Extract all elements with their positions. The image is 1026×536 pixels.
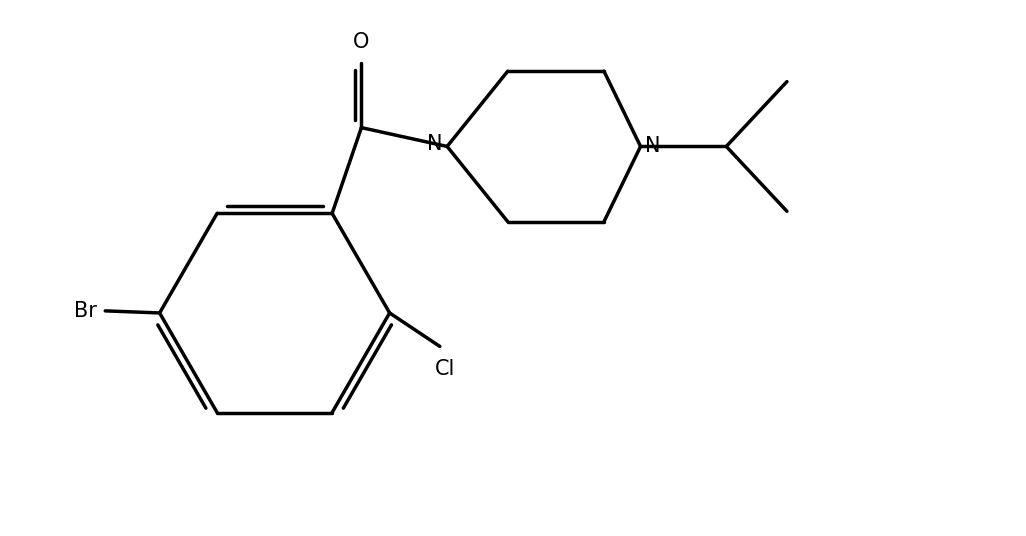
Text: N: N: [428, 135, 443, 154]
Text: Cl: Cl: [435, 359, 456, 379]
Text: O: O: [353, 32, 369, 53]
Text: Br: Br: [74, 301, 96, 321]
Text: N: N: [644, 137, 661, 157]
